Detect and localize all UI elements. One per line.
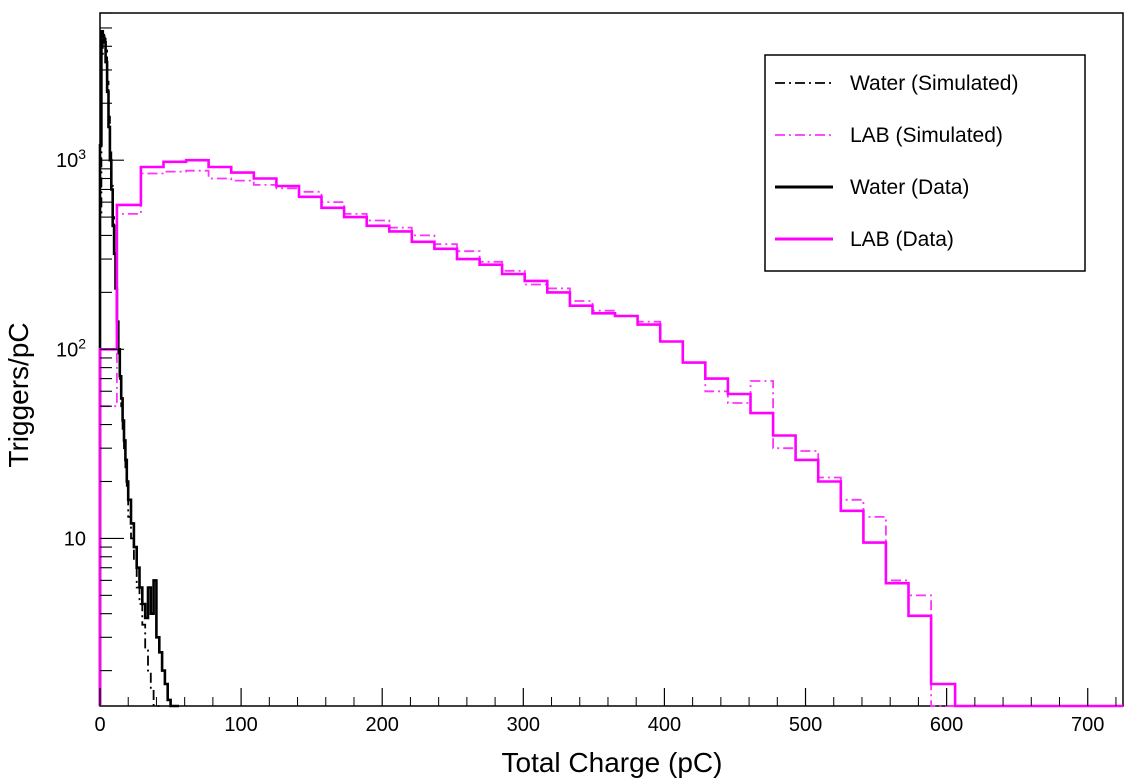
series-line-3	[98, 158, 1123, 708]
series-line-2	[98, 30, 179, 708]
legend-box	[764, 54, 1086, 272]
x-tick-label-3: 300	[507, 714, 540, 736]
y-axis: 10 102 103	[56, 12, 124, 672]
x-axis: 0 100 200 300 400 500 600 700	[94, 688, 1117, 736]
x-tick-label-5: 500	[789, 714, 822, 736]
y-tick-label-1: 102	[56, 335, 86, 361]
x-tick-label-1: 100	[224, 714, 257, 736]
legend-label-3: LAB (Data)	[850, 228, 954, 251]
legend-label-2: Water (Data)	[850, 176, 969, 199]
x-tick-label-0: 0	[94, 714, 105, 736]
y-axis-title: Triggers/pC	[3, 322, 34, 467]
legend: Water (Simulated) LAB (Simulated) Water (D…	[764, 54, 1086, 272]
x-tick-label-2: 200	[366, 714, 399, 736]
x-axis-title: Total Charge (pC)	[502, 747, 723, 778]
legend-label-0: Water (Simulated)	[850, 72, 1018, 95]
x-tick-label-7: 700	[1071, 714, 1104, 736]
y-tick-label-2: 103	[56, 146, 86, 172]
x-tick-label-4: 400	[648, 714, 681, 736]
legend-label-1: LAB (Simulated)	[850, 124, 1003, 147]
x-tick-label-6: 600	[930, 714, 963, 736]
y-tick-label-0: 10	[64, 528, 86, 550]
